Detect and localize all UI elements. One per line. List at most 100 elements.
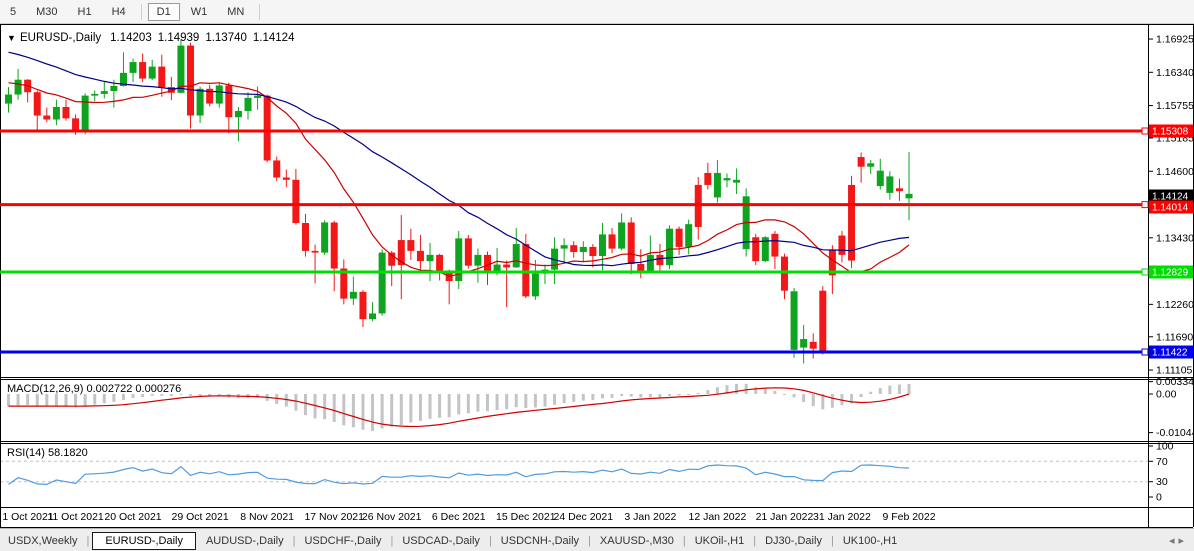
macd-histogram-bar bbox=[763, 388, 767, 394]
candle-body bbox=[522, 244, 530, 297]
macd-histogram-bar bbox=[725, 385, 729, 394]
tab-usdcnh-daily[interactable]: USDCNH-,Daily bbox=[500, 534, 580, 547]
toolbar-separator bbox=[259, 3, 261, 20]
macd-histogram-bar bbox=[591, 394, 595, 401]
candle-body bbox=[5, 94, 12, 104]
candle-body bbox=[81, 95, 89, 133]
candle-body bbox=[273, 160, 281, 178]
rsi-tick-label: 0 bbox=[1156, 492, 1162, 504]
tab-ukoil-h1[interactable]: UKOil-,H1 bbox=[694, 534, 745, 547]
macd-histogram-bar bbox=[553, 394, 557, 405]
macd-histogram-bar bbox=[888, 385, 892, 394]
candle-body bbox=[886, 176, 894, 193]
candle-body bbox=[369, 313, 377, 320]
candle-body bbox=[848, 184, 856, 261]
timeframe-button-5[interactable]: 5 bbox=[10, 5, 17, 18]
tab-usdchf-daily[interactable]: USDCHF-,Daily bbox=[304, 534, 382, 547]
date-tick-label: 12 Jan 2022 bbox=[689, 511, 747, 523]
timeframe-button-w1[interactable]: W1 bbox=[190, 5, 208, 18]
macd-histogram-bar bbox=[754, 387, 758, 394]
macd-signal-line bbox=[8, 387, 910, 428]
candle-body bbox=[800, 339, 808, 348]
macd-histogram-bar bbox=[303, 394, 307, 416]
scroll-right-icon[interactable]: ▸ bbox=[1178, 535, 1188, 547]
candle-body bbox=[809, 341, 817, 349]
macd-histogram-bar bbox=[198, 394, 202, 396]
price-axis: 1.169251.163401.157551.151851.146001.140… bbox=[0, 34, 1194, 504]
timeframe-button-h1[interactable]: H1 bbox=[77, 5, 92, 18]
candle-body bbox=[110, 85, 118, 92]
timeframe-button-d1[interactable]: D1 bbox=[147, 2, 180, 21]
candle-body bbox=[52, 106, 60, 120]
macd-histogram-bar bbox=[773, 391, 777, 394]
tab-usdx-weekly[interactable]: USDX,Weekly bbox=[8, 534, 78, 547]
macd-histogram-bar bbox=[351, 394, 355, 428]
timeframe-button-mn[interactable]: MN bbox=[227, 5, 245, 18]
macd-histogram-bar bbox=[438, 394, 442, 418]
date-tick-label: 17 Nov 2021 bbox=[304, 511, 364, 523]
macd-histogram-bar bbox=[543, 394, 547, 407]
scroll-left-icon[interactable]: ◂ bbox=[1168, 535, 1179, 547]
symbol-tab-bar: USDX,Weekly | EURUSD-,Daily AUDUSD-,Daily | U… bbox=[0, 528, 1194, 551]
candle-body bbox=[761, 237, 769, 262]
macd-histogram-bar bbox=[313, 394, 317, 419]
tab-xauusd-m30[interactable]: XAUUSD-,M30 bbox=[599, 534, 674, 547]
candle-body bbox=[158, 66, 166, 88]
rsi-indicator-label: RSI(14) 58.1820 bbox=[7, 447, 88, 459]
macd-histogram-bar bbox=[121, 394, 125, 400]
macd-histogram-bar bbox=[802, 394, 806, 403]
tab-eurusd-daily[interactable]: EURUSD-,Daily bbox=[92, 531, 196, 550]
macd-panel bbox=[7, 383, 911, 432]
macd-histogram-bar bbox=[562, 394, 566, 404]
macd-histogram-bar bbox=[7, 394, 10, 407]
tab-separator: | bbox=[488, 534, 492, 547]
macd-histogram-bar bbox=[83, 394, 87, 406]
tab-uk100-h1[interactable]: UK100-,H1 bbox=[842, 534, 898, 547]
macd-histogram-bar bbox=[744, 383, 748, 394]
candle-body bbox=[560, 245, 568, 249]
candle-body bbox=[359, 291, 367, 320]
tab-usdcad-daily[interactable]: USDCAD-,Daily bbox=[402, 534, 480, 547]
chart-title: EURUSD-,Daily 1.14203 1.14939 1.13740 1.1412… bbox=[20, 32, 295, 44]
date-tick-label: 1 Oct 2021 bbox=[2, 511, 54, 523]
rsi-panel bbox=[1, 460, 1148, 486]
timeframe-button-m30[interactable]: M30 bbox=[36, 5, 58, 18]
candle-body bbox=[618, 222, 626, 249]
panel-frames bbox=[0, 24, 1194, 528]
date-tick-label: 3 Jan 2022 bbox=[624, 511, 676, 523]
date-tick-label: 26 Nov 2021 bbox=[362, 511, 422, 523]
macd-histogram-bar bbox=[428, 394, 432, 419]
macd-histogram-bar bbox=[639, 394, 643, 398]
macd-histogram-bar bbox=[505, 394, 509, 410]
price-tag-label: 1.14014 bbox=[1152, 203, 1189, 214]
macd-histogram-bar bbox=[524, 394, 528, 409]
candle-body bbox=[503, 264, 511, 268]
macd-histogram-bar bbox=[486, 394, 489, 412]
tab-audusd-daily[interactable]: AUDUSD-,Daily bbox=[205, 534, 284, 547]
candle-body bbox=[321, 222, 329, 253]
candle-body bbox=[646, 254, 654, 271]
candle-body bbox=[187, 45, 195, 116]
price-tick-label: 1.11105 bbox=[1156, 365, 1193, 377]
macd-histogram-bar bbox=[677, 394, 681, 396]
candle-body bbox=[33, 92, 41, 116]
candle-body bbox=[129, 62, 137, 73]
candle-body bbox=[608, 234, 616, 249]
price-tag-label: 1.11422 bbox=[1152, 348, 1188, 359]
macd-histogram-bar bbox=[112, 394, 116, 402]
price-tick-label: 1.12260 bbox=[1156, 299, 1194, 311]
date-tick-label: 9 Feb 2022 bbox=[882, 511, 935, 523]
macd-histogram-bar bbox=[514, 394, 518, 408]
candle-body bbox=[349, 291, 357, 299]
candle-body bbox=[905, 193, 913, 199]
candle-body bbox=[780, 256, 788, 291]
tab-dj30-daily[interactable]: DJ30-,Daily bbox=[765, 534, 822, 547]
collapse-marker-icon[interactable]: ▼ bbox=[7, 33, 16, 43]
toolbar-separator bbox=[140, 3, 142, 20]
price-tick-label: 1.16925 bbox=[1156, 34, 1194, 46]
timeframe-button-h4[interactable]: H4 bbox=[111, 5, 126, 18]
macd-histogram-bar bbox=[476, 394, 480, 412]
candle-body bbox=[474, 254, 482, 266]
